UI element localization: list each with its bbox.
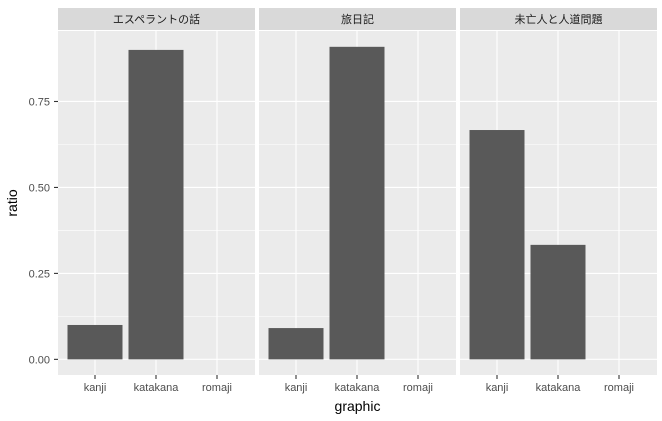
facet-strip	[259, 8, 456, 30]
bar-kanji	[67, 324, 123, 360]
facet-panels: エスペラントの話 kanji katakana romaji 旅日記 kanji katak…	[58, 8, 657, 394]
x-tick-label: kanji	[84, 382, 107, 394]
x-tick-label: katakana	[134, 382, 180, 394]
facet-panel: 未亡人と人道問題 kanji katakana romaji	[460, 8, 657, 394]
bar-katakana	[329, 46, 385, 360]
facet-title: 旅日記	[341, 12, 374, 26]
facet-panel: エスペラントの話 kanji katakana romaji	[58, 8, 255, 394]
bar-katakana	[530, 244, 586, 360]
x-tick-label: katakana	[536, 382, 582, 394]
y-tick-label: 0.25	[29, 268, 50, 280]
x-tick-label: romaji	[604, 382, 634, 394]
y-tick-label: 0.75	[29, 96, 50, 108]
y-tick-label: 0.00	[29, 354, 50, 366]
x-tick-label: romaji	[202, 382, 232, 394]
x-axis-title: graphic	[335, 398, 381, 414]
facet-panel: 旅日記 kanji katakana romaji	[259, 8, 456, 394]
x-tick-label: romaji	[403, 382, 433, 394]
y-axis: 0.00 0.25 0.50 0.75	[29, 96, 58, 366]
facet-title: エスペラントの話	[113, 12, 200, 26]
y-axis-title: ratio	[4, 189, 20, 216]
y-tick-label: 0.50	[29, 182, 50, 194]
bar-katakana	[128, 49, 184, 360]
facet-title: 未亡人と人道問題	[515, 12, 603, 26]
facet-strip	[58, 8, 255, 30]
bar-kanji	[469, 130, 525, 360]
x-tick-label: kanji	[285, 382, 308, 394]
bar-kanji	[268, 328, 324, 360]
facet-strip	[460, 8, 657, 30]
x-tick-label: kanji	[486, 382, 509, 394]
x-tick-label: katakana	[335, 382, 381, 394]
